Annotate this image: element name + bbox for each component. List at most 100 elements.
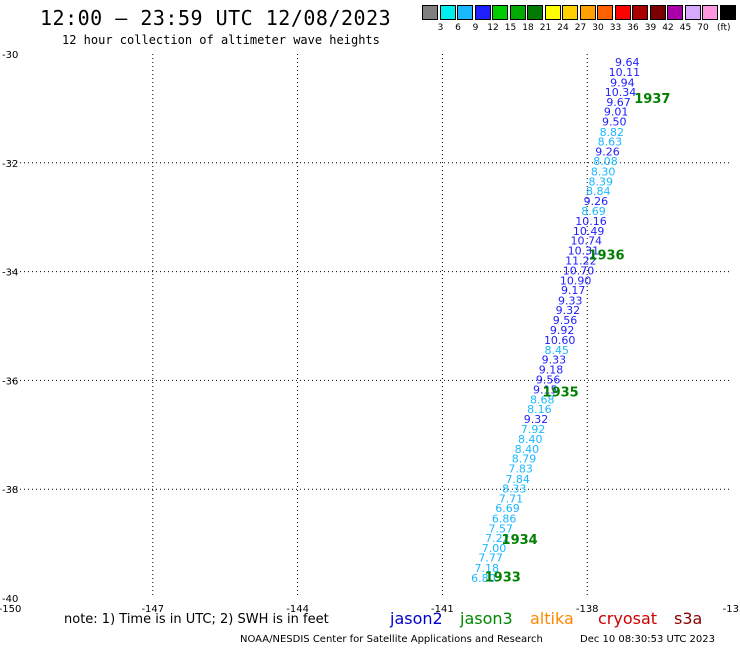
wave-height-value: 7.77 [478, 552, 503, 565]
color-swatch [544, 5, 561, 20]
wave-height-value: 9.18 [539, 364, 564, 377]
footer-timestamp: Dec 10 08:30:53 UTC 2023 [580, 634, 715, 645]
wave-height-value: 10.11 [609, 66, 641, 79]
color-swatch [457, 5, 473, 20]
hour-label: 1937 [634, 92, 670, 107]
wave-height-value: 10.34 [605, 86, 637, 99]
color-swatch [474, 5, 491, 20]
color-swatch [632, 5, 648, 20]
color-swatch [509, 5, 526, 20]
color-swatch [597, 5, 613, 20]
wave-height-value: 8.16 [527, 403, 552, 416]
color-swatch [649, 5, 666, 20]
wave-height-value: 8.69 [581, 205, 606, 218]
wave-height-value: 8.08 [593, 155, 618, 168]
wave-height-value: 10.16 [575, 215, 607, 228]
wave-height-value: 7.84 [505, 473, 530, 486]
wave-height-value: 9.17 [561, 284, 586, 297]
x-tick-label: -144 [286, 604, 309, 615]
wave-height-value: 10.70 [563, 265, 595, 278]
y-tick-label: -34 [2, 268, 18, 279]
hour-label: 1934 [502, 533, 538, 548]
wave-height-value: 7.92 [521, 423, 546, 436]
wave-height-value: 7.00 [482, 542, 507, 555]
color-scale-label: 39 [644, 23, 657, 33]
color-swatch [492, 5, 508, 20]
wave-height-value: 7.18 [475, 562, 500, 575]
page-subtitle: 12 hour collection of altimeter wave hei… [62, 33, 380, 47]
color-scale-label: 12 [487, 23, 499, 33]
x-tick-label: -147 [141, 604, 164, 615]
wave-height-value: 8.39 [588, 175, 613, 188]
color-scale-label: 3 [437, 23, 444, 33]
mission-jason2: jason2 [390, 609, 443, 628]
mission-altika: altika [530, 609, 574, 628]
color-scale-label: 15 [504, 23, 517, 33]
wave-height-value: 9.64 [615, 56, 640, 69]
wave-height-value: 7.22 [485, 532, 510, 545]
color-scale-label: 27 [574, 23, 587, 33]
wave-height-value: 9.92 [550, 324, 575, 337]
x-tick-label: -141 [431, 604, 454, 615]
color-scale-label: 45 [679, 23, 692, 33]
wave-height-value: 10.90 [560, 274, 592, 287]
color-swatch [579, 5, 596, 20]
footer-note: note: 1) Time is in UTC; 2) SWH is in fe… [64, 612, 329, 627]
y-tick-label: -36 [2, 376, 18, 387]
color-scale-label: 30 [592, 23, 604, 33]
wave-height-value: 9.33 [542, 354, 567, 367]
color-swatch [527, 5, 543, 20]
wave-height-value: 6.80 [471, 572, 496, 585]
wave-height-value: 7.83 [508, 463, 533, 476]
color-scale-unit: (ft) [717, 23, 731, 33]
wave-height-value: 9.26 [595, 145, 620, 158]
wave-height-value: 9.94 [610, 76, 635, 89]
color-swatch [667, 5, 683, 20]
wave-height-value: 6.69 [495, 502, 520, 515]
x-tick-label: -138 [576, 604, 599, 615]
wave-height-value: 7.57 [489, 522, 514, 535]
wave-height-value: 8.68 [530, 393, 555, 406]
wave-height-value: 6.86 [492, 513, 517, 526]
mission-jason3: jason3 [460, 609, 513, 628]
wave-height-value: 9.33 [558, 294, 583, 307]
wave-height-value: 9.15 [533, 384, 558, 397]
wave-height-value: 10.49 [573, 225, 605, 238]
y-tick-label: -30 [2, 50, 18, 61]
wave-height-value: 7.71 [499, 492, 524, 505]
wave-height-value: 10.74 [570, 235, 602, 248]
page-title: 12:00 — 23:59 UTC 12/08/2023 [40, 6, 392, 30]
color-scale-label: 33 [609, 23, 622, 33]
color-swatch [614, 5, 631, 20]
mission-s3a: s3a [674, 609, 703, 628]
y-tick-label: -32 [2, 159, 18, 170]
wave-height-value: 8.82 [600, 126, 625, 139]
color-swatch [422, 5, 438, 20]
color-scale-label: 70 [697, 23, 709, 33]
wave-height-value: 8.40 [518, 433, 543, 446]
wave-height-value: 8.30 [591, 166, 616, 179]
wave-height-value: 8.33 [502, 483, 527, 496]
color-swatch [719, 5, 736, 20]
footer-credit: NOAA/NESDIS Center for Satellite Applica… [240, 634, 543, 645]
x-tick-label: -135 [723, 604, 740, 615]
color-scale-label: 18 [522, 23, 534, 33]
wave-height-value: 10.60 [544, 334, 576, 347]
wave-height-value: 8.84 [586, 185, 611, 198]
x-tick-label: -150 [0, 604, 21, 615]
y-tick-label: -40 [2, 594, 18, 605]
wave-height-value: 8.79 [512, 453, 537, 466]
wave-height-value: 9.50 [602, 115, 627, 128]
color-swatch [439, 5, 456, 20]
hour-label: 1933 [485, 570, 521, 585]
wave-height-value: 9.26 [584, 195, 609, 208]
hour-label: 1935 [543, 385, 579, 400]
color-scale-label: 6 [455, 23, 461, 33]
wave-height-value: 8.40 [515, 443, 540, 456]
wave-height-value: 9.56 [536, 373, 561, 386]
wave-height-value: 9.32 [556, 304, 581, 317]
wave-height-value: 9.56 [553, 314, 578, 327]
wave-height-value: 9.32 [524, 413, 549, 426]
